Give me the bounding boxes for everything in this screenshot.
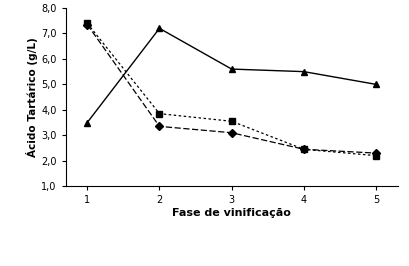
X-axis label: Fase de vinificação: Fase de vinificação — [172, 208, 290, 218]
Y-axis label: Ácido Tartárico (g/L): Ácido Tartárico (g/L) — [26, 37, 38, 157]
